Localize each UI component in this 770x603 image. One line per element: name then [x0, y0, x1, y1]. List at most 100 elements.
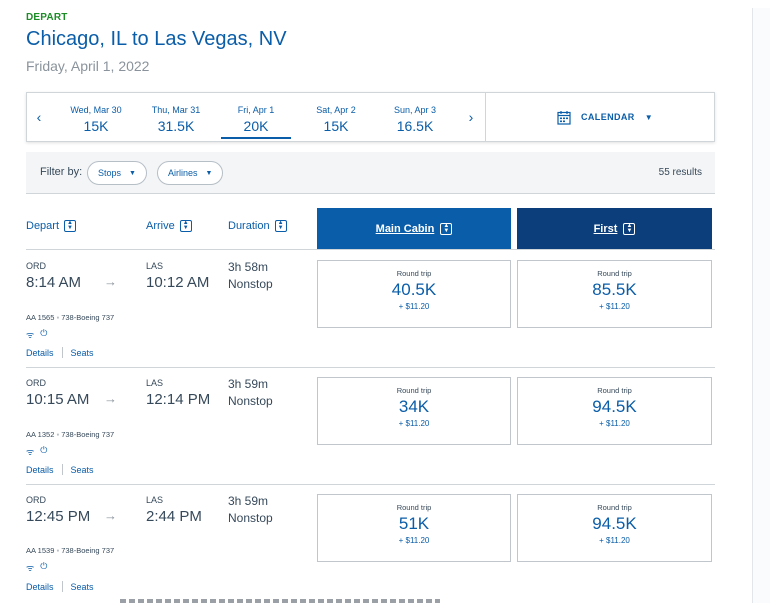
seats-link[interactable]: Seats — [70, 464, 94, 475]
depart-header-label: Depart — [26, 220, 60, 232]
details-link[interactable]: Details — [26, 347, 54, 358]
stops-filter-dropdown[interactable]: Stops ▼ — [87, 161, 147, 185]
flight-links: Details Seats — [26, 347, 94, 358]
fare-miles: 51K — [398, 514, 430, 533]
depart-time: 8:14 AM — [26, 274, 82, 291]
fare-miles: 85.5K — [592, 280, 637, 299]
power-outlet-icon: ⏻ — [40, 328, 48, 338]
calendar-label: CALENDAR — [581, 112, 635, 122]
fare-tax: + $11.20 — [599, 302, 630, 311]
row-divider — [26, 249, 715, 250]
date-option-apr-1[interactable]: Fri, Apr 1 20K — [217, 93, 295, 141]
fare-tax: + $11.20 — [599, 419, 630, 428]
sort-icon: ▲ ▼ — [623, 222, 636, 235]
clipped-text-fragment — [120, 598, 440, 603]
flight-duration: 3h 59m — [228, 494, 269, 508]
date-option-label: Fri, Apr 1 — [237, 105, 275, 115]
sort-depart-header[interactable]: Depart ▲ ▼ — [26, 220, 77, 232]
wifi-icon: ᯤ — [26, 563, 35, 573]
seats-link[interactable]: Seats — [70, 581, 94, 592]
details-link[interactable]: Details — [26, 464, 54, 475]
main-cabin-fare-button[interactable]: Round trip 51K + $11.20 — [317, 494, 511, 562]
arrive-time: 2:44 PM — [146, 508, 202, 525]
sort-duration-header[interactable]: Duration ▲ ▼ — [228, 220, 287, 232]
wifi-icon: ᯤ — [26, 447, 35, 457]
sort-icon: ▲ ▼ — [440, 222, 453, 235]
origin-airport: ORD — [26, 261, 46, 271]
airlines-filter-dropdown[interactable]: Airlines ▼ — [157, 161, 224, 185]
link-separator — [61, 464, 63, 475]
depart-label: DEPART — [26, 12, 68, 23]
origin-airport: ORD — [26, 378, 46, 388]
first-fare-button[interactable]: Round trip 94.5K + $11.20 — [517, 494, 712, 562]
date-option-apr-2[interactable]: Sat, Apr 2 15K — [297, 93, 375, 141]
depart-time: 10:15 AM — [26, 391, 90, 408]
main-cabin-fare-button[interactable]: Round trip 40.5K + $11.20 — [317, 260, 511, 328]
aircraft-type: 738-Boeing 737 — [61, 546, 115, 555]
fare-tax: + $11.20 — [398, 419, 430, 428]
date-option-price: 20K — [243, 118, 269, 134]
sort-icon: ▲ ▼ — [179, 220, 192, 232]
fare-tax: + $11.20 — [398, 536, 430, 545]
fare-type: Round trip — [396, 503, 432, 512]
date-option-apr-3[interactable]: Sun, Apr 3 16.5K — [376, 93, 454, 141]
date-option-label: Sun, Apr 3 — [393, 105, 437, 115]
arrive-time: 10:12 AM — [146, 274, 210, 291]
sort-arrive-header[interactable]: Arrive ▲ ▼ — [146, 220, 192, 232]
arrive-header-label: Arrive — [146, 220, 175, 232]
origin-airport: ORD — [26, 495, 46, 505]
airlines-filter-label: Airlines — [168, 168, 198, 178]
first-fare-button[interactable]: Round trip 94.5K + $11.20 — [517, 377, 712, 445]
date-option-label: Thu, Mar 31 — [151, 105, 201, 115]
date-option-price: 15K — [83, 118, 109, 134]
date-bar-divider — [485, 93, 486, 141]
flight-stops: Nonstop — [228, 394, 273, 408]
next-dates-chevron-icon[interactable]: › — [468, 109, 474, 125]
fare-tax: + $11.20 — [599, 536, 630, 545]
caret-down-icon: ▼ — [644, 112, 653, 122]
route-date: Friday, April 1, 2022 — [26, 58, 150, 74]
fare-miles: 34K — [398, 397, 430, 416]
depart-time: 12:45 PM — [26, 508, 91, 525]
sort-first-header[interactable]: First ▲ ▼ — [517, 208, 712, 249]
sort-main-cabin-header[interactable]: Main Cabin ▲ ▼ — [317, 208, 511, 249]
flight-row: ORD 12:45 PM → LAS 2:44 PM 3h 59m Nonsto… — [0, 484, 740, 601]
seats-link[interactable]: Seats — [70, 347, 94, 358]
fare-miles: 94.5K — [592, 397, 637, 416]
fare-type: Round trip — [597, 503, 632, 512]
flight-stops: Nonstop — [228, 511, 273, 525]
fare-type: Round trip — [396, 386, 432, 395]
destination-airport: LAS — [146, 378, 164, 388]
amenities: ᯤ ⏻ — [26, 561, 47, 574]
flight-row: ORD 8:14 AM → LAS 10:12 AM 3h 58m Nonsto… — [0, 250, 740, 367]
route-title: Chicago, IL to Las Vegas, NV — [26, 28, 287, 50]
flight-number: AA 1352 — [26, 430, 55, 439]
caret-down-icon: ▼ — [129, 169, 136, 177]
date-option-price: 31.5K — [157, 118, 195, 134]
main-cabin-fare-button[interactable]: Round trip 34K + $11.20 — [317, 377, 511, 445]
calendar-button[interactable]: CALENDAR ▼ — [557, 107, 653, 127]
row-divider — [26, 367, 715, 368]
flight-duration: 3h 58m — [228, 260, 269, 274]
flight-info: AA 1352 ▪ 738-Boeing 737 — [26, 430, 115, 439]
aircraft-type: 738-Boeing 737 — [61, 430, 115, 439]
caret-down-icon: ▼ — [205, 169, 213, 177]
amenities: ᯤ ⏻ — [26, 328, 47, 341]
details-link[interactable]: Details — [26, 581, 54, 592]
date-option-label: Sat, Apr 2 — [316, 105, 356, 115]
fare-miles: 40.5K — [391, 280, 437, 299]
flight-number: AA 1539 — [26, 546, 55, 555]
first-fare-button[interactable]: Round trip 85.5K + $11.20 — [517, 260, 712, 328]
date-option-mar-31[interactable]: Thu, Mar 31 31.5K — [137, 93, 215, 141]
fare-miles: 94.5K — [592, 514, 637, 533]
fare-tax: + $11.20 — [398, 302, 430, 311]
previous-dates-chevron-icon[interactable]: ‹ — [36, 109, 42, 125]
fare-type: Round trip — [396, 269, 432, 278]
flight-links: Details Seats — [26, 464, 94, 475]
date-option-mar-30[interactable]: Wed, Mar 30 15K — [57, 93, 135, 141]
fare-type: Round trip — [597, 269, 632, 278]
power-outlet-icon: ⏻ — [40, 445, 48, 455]
flight-duration: 3h 59m — [228, 377, 269, 391]
date-option-price: 15K — [323, 118, 349, 134]
link-separator — [61, 581, 63, 592]
